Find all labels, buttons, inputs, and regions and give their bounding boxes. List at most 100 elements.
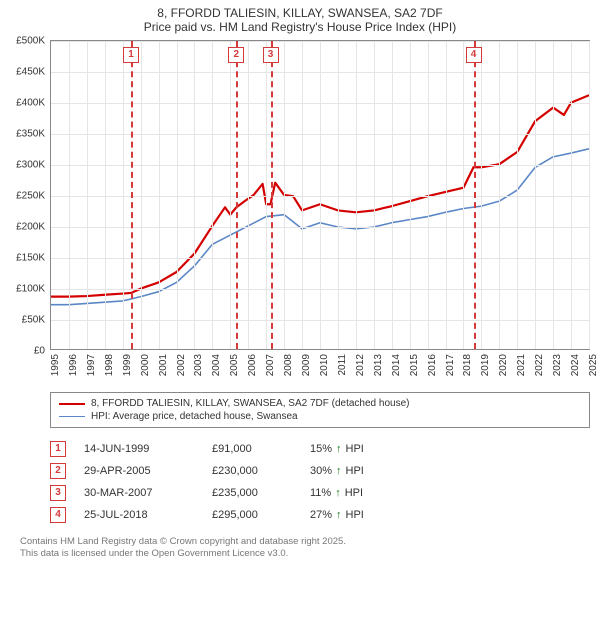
- x-tick-label: 2025: [588, 354, 599, 376]
- gridline-v: [481, 41, 482, 349]
- sales-row-diff: 15% ↑ HPI: [310, 443, 364, 455]
- gridline-v: [159, 41, 160, 349]
- x-tick-label: 2001: [158, 354, 169, 376]
- x-tick-label: 2014: [391, 354, 402, 376]
- gridline-v: [571, 41, 572, 349]
- gridline-v: [517, 41, 518, 349]
- gridline-v: [463, 41, 464, 349]
- gridline-v: [87, 41, 88, 349]
- gridline-v: [284, 41, 285, 349]
- x-tick-label: 1999: [122, 354, 133, 376]
- y-tick-label: £400K: [16, 98, 45, 109]
- sales-row-diff: 27% ↑ HPI: [310, 509, 364, 521]
- plot-surface: £0£50K£100K£150K£200K£250K£300K£350K£400…: [50, 40, 590, 350]
- sales-row-diff: 11%↑HPI: [310, 487, 363, 499]
- gridline-v: [535, 41, 536, 349]
- sales-row-date: 30-MAR-2007: [84, 487, 194, 499]
- sales-row-date: 29-APR-2005: [84, 465, 194, 477]
- x-tick-label: 2017: [445, 354, 456, 376]
- sales-row-hpi-suffix: HPI: [346, 443, 364, 455]
- x-tick-label: 2013: [373, 354, 384, 376]
- sales-row-badge: 4: [50, 507, 66, 523]
- y-tick-label: £200K: [16, 222, 45, 233]
- gridline-v: [589, 41, 590, 349]
- sales-row: 330-MAR-2007£235,00011%↑HPI: [50, 482, 590, 504]
- x-tick-label: 2006: [247, 354, 258, 376]
- sale-marker-line: [474, 41, 476, 349]
- sales-row-price: £230,000: [212, 465, 292, 477]
- sale-marker-line: [271, 41, 273, 349]
- sales-row-diff-pct: 27%: [310, 509, 332, 521]
- sales-row-price: £295,000: [212, 509, 292, 521]
- x-tick-label: 2015: [409, 354, 420, 376]
- sales-row-price: £91,000: [212, 443, 292, 455]
- y-tick-label: £250K: [16, 191, 45, 202]
- chart-title-block: 8, FFORDD TALIESIN, KILLAY, SWANSEA, SA2…: [0, 0, 600, 38]
- x-tick-label: 2021: [516, 354, 527, 376]
- legend-swatch: [59, 403, 85, 405]
- gridline-v: [338, 41, 339, 349]
- x-tick-label: 2005: [229, 354, 240, 376]
- sales-row-badge: 1: [50, 441, 66, 457]
- y-tick-label: £450K: [16, 67, 45, 78]
- gridline-v: [177, 41, 178, 349]
- x-tick-label: 1995: [50, 354, 61, 376]
- sales-row-hpi-suffix: HPI: [346, 509, 364, 521]
- sale-marker-line: [131, 41, 133, 349]
- x-tick-label: 2002: [176, 354, 187, 376]
- y-tick-label: £150K: [16, 253, 45, 264]
- legend-item: 8, FFORDD TALIESIN, KILLAY, SWANSEA, SA2…: [59, 397, 581, 410]
- legend-swatch: [59, 416, 85, 417]
- gridline-v: [392, 41, 393, 349]
- x-tick-label: 2007: [265, 354, 276, 376]
- gridline-v: [428, 41, 429, 349]
- sales-row-badge: 3: [50, 485, 66, 501]
- y-tick-label: £50K: [22, 315, 45, 326]
- gridline-v: [105, 41, 106, 349]
- y-tick-label: £350K: [16, 129, 45, 140]
- title-line-1: 8, FFORDD TALIESIN, KILLAY, SWANSEA, SA2…: [10, 6, 590, 20]
- x-tick-label: 2000: [140, 354, 151, 376]
- x-tick-label: 2012: [355, 354, 366, 376]
- sale-marker-badge: 2: [228, 47, 244, 63]
- arrow-up-icon: ↑: [336, 443, 342, 455]
- sales-row-hpi-suffix: HPI: [346, 465, 364, 477]
- x-tick-label: 1997: [86, 354, 97, 376]
- sales-row-date: 14-JUN-1999: [84, 443, 194, 455]
- gridline-v: [356, 41, 357, 349]
- gridline-v: [320, 41, 321, 349]
- footer-line-2: This data is licensed under the Open Gov…: [20, 548, 590, 560]
- arrow-up-icon: ↑: [335, 487, 341, 499]
- x-tick-label: 2022: [534, 354, 545, 376]
- sales-row-diff-pct: 30%: [310, 465, 332, 477]
- sales-row-diff-pct: 11%: [310, 487, 331, 499]
- gridline-v: [446, 41, 447, 349]
- x-tick-label: 2008: [283, 354, 294, 376]
- legend-label: 8, FFORDD TALIESIN, KILLAY, SWANSEA, SA2…: [91, 398, 409, 409]
- y-tick-label: £0: [34, 346, 45, 357]
- legend-box: 8, FFORDD TALIESIN, KILLAY, SWANSEA, SA2…: [50, 392, 590, 428]
- y-tick-label: £300K: [16, 160, 45, 171]
- sales-row-price: £235,000: [212, 487, 292, 499]
- footer-line-1: Contains HM Land Registry data © Crown c…: [20, 536, 590, 548]
- sale-marker-badge: 3: [263, 47, 279, 63]
- legend-item: HPI: Average price, detached house, Swan…: [59, 410, 581, 423]
- sales-row: 229-APR-2005£230,00030%↑HPI: [50, 460, 590, 482]
- gridline-v: [553, 41, 554, 349]
- gridline-v: [194, 41, 195, 349]
- gridline-v: [266, 41, 267, 349]
- x-tick-label: 2011: [337, 354, 348, 376]
- gridline-v: [230, 41, 231, 349]
- sales-row-date: 25-JUL-2018: [84, 509, 194, 521]
- sale-marker-badge: 1: [123, 47, 139, 63]
- sales-row-diff-pct: 15%: [310, 443, 332, 455]
- gridline-v: [69, 41, 70, 349]
- x-tick-label: 2003: [193, 354, 204, 376]
- gridline-v: [248, 41, 249, 349]
- x-tick-label: 2020: [498, 354, 509, 376]
- y-tick-label: £100K: [16, 284, 45, 295]
- legend-label: HPI: Average price, detached house, Swan…: [91, 411, 298, 422]
- arrow-up-icon: ↑: [336, 509, 342, 521]
- x-tick-label: 1998: [104, 354, 115, 376]
- x-axis: 1995199619971998199920002001200220032004…: [50, 350, 590, 386]
